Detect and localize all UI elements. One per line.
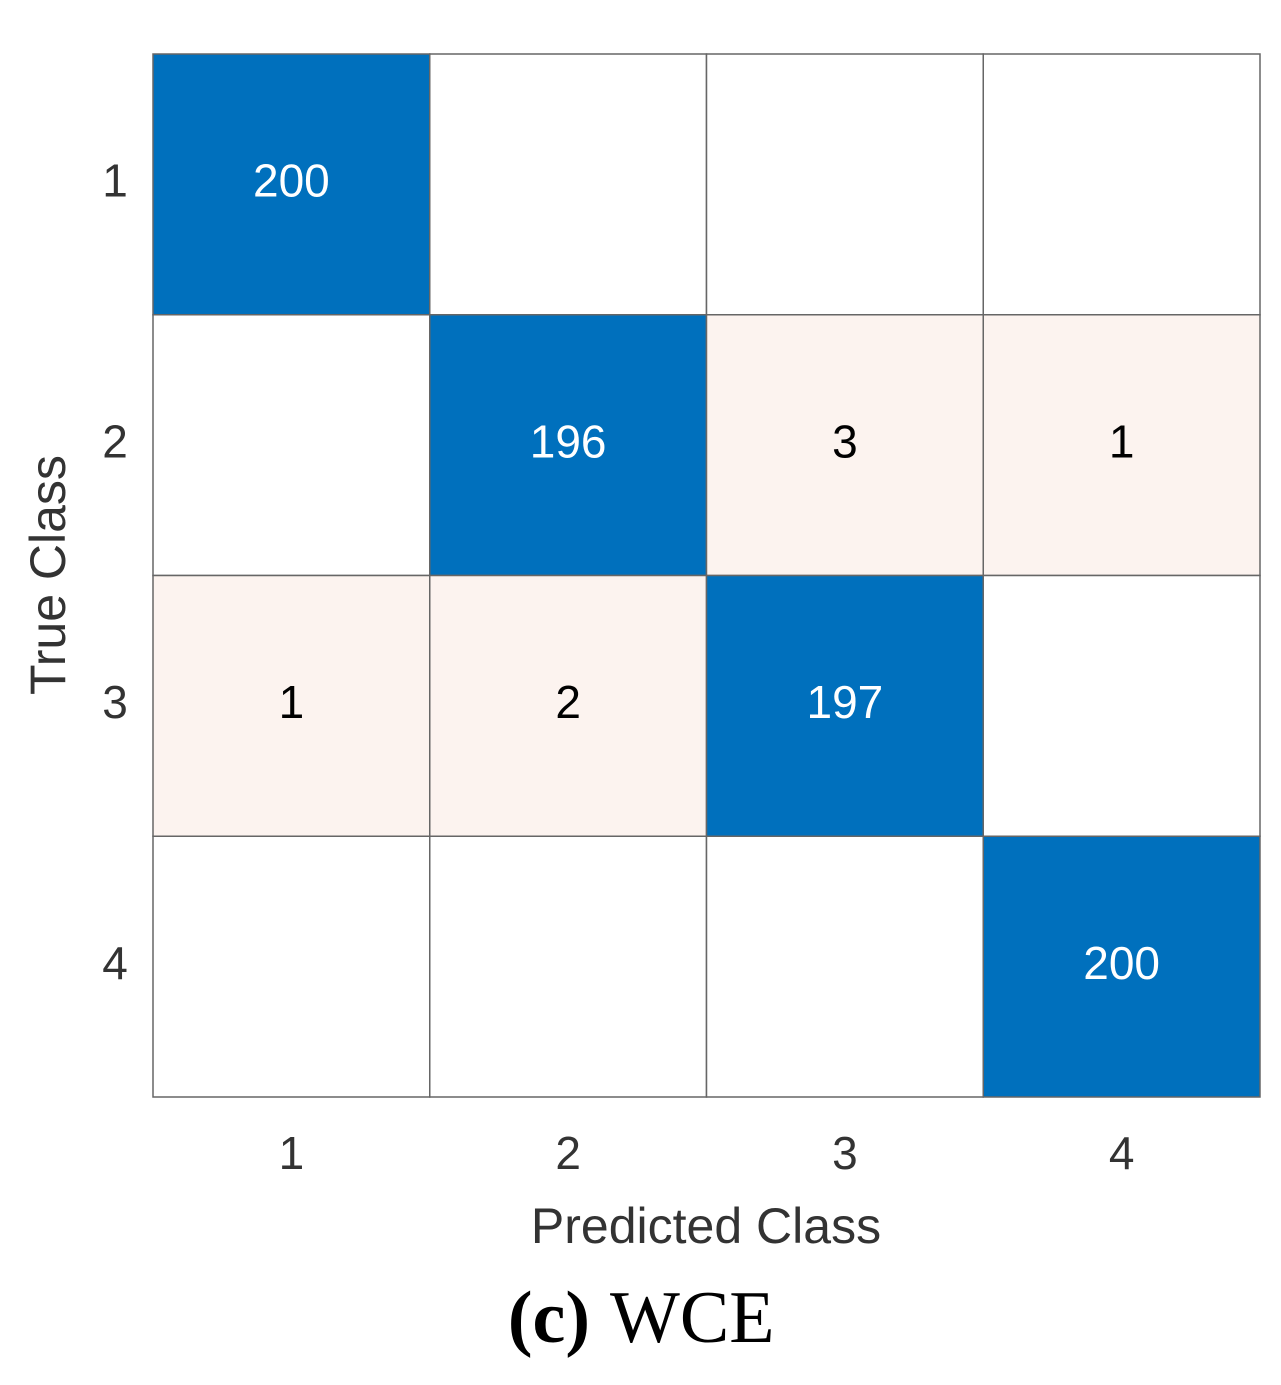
cell [982, 53, 1261, 316]
cell [152, 53, 431, 316]
x-tick-label: 1 [279, 1127, 305, 1179]
cell [982, 574, 1261, 837]
cell [705, 53, 984, 316]
y-axis-label: True Class [20, 455, 76, 695]
caption-text: WCE [610, 1277, 774, 1359]
cell-value: 3 [832, 415, 858, 467]
y-tick-label: 1 [102, 155, 128, 207]
cell [705, 314, 984, 577]
x-tick-label: 2 [555, 1127, 581, 1179]
cell-value: 196 [530, 415, 607, 467]
cell [429, 835, 708, 1098]
cell-value: 1 [1109, 415, 1135, 467]
x-tick-label: 4 [1109, 1127, 1135, 1179]
y-tick-label: 2 [102, 415, 128, 467]
cell [982, 314, 1261, 577]
x-tick-label: 3 [832, 1127, 858, 1179]
cell [429, 53, 708, 316]
caption-label: (c) [508, 1277, 590, 1359]
cell-value: 200 [1083, 937, 1160, 989]
cell [152, 574, 431, 837]
y-tick-label: 4 [102, 937, 128, 989]
cell-value: 197 [807, 676, 884, 728]
cell-value: 1 [279, 676, 305, 728]
cell-value: 200 [253, 155, 330, 207]
cell [705, 835, 984, 1098]
cell [429, 314, 708, 577]
cell [705, 574, 984, 837]
cell [982, 835, 1261, 1098]
cell [429, 574, 708, 837]
cell-value: 2 [555, 676, 581, 728]
cell [152, 835, 431, 1098]
cell [152, 314, 431, 577]
x-axis-label: Predicted Class [531, 1198, 881, 1254]
y-tick-label: 3 [102, 676, 128, 728]
